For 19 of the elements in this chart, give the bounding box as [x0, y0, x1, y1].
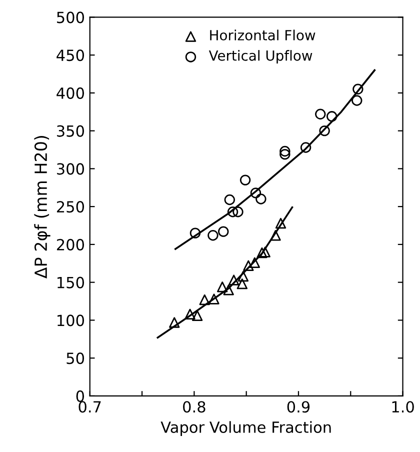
y-tick-label: 500	[57, 12, 84, 24]
y-tick-label: 100	[58, 314, 84, 326]
y-axis-title: ΔP 2φf (mm H20)	[34, 136, 50, 278]
y-tick-label: 350	[57, 125, 84, 137]
y-tick-label: 400	[56, 87, 84, 99]
y-tick-label: 0	[76, 390, 84, 402]
x-tick-label: 0.8	[183, 401, 206, 413]
legend-label: Vertical Upflow	[208, 50, 312, 64]
x-tick-label: 0.9	[287, 401, 310, 413]
y-tick-label: 200	[56, 238, 84, 250]
legend-label: Horizontal Flow	[210, 30, 316, 40]
y-tick-label: 50	[66, 352, 84, 364]
x-tick-label: 0.7	[78, 401, 101, 413]
x-tick-label: 1.0	[392, 401, 414, 413]
x-axis-title: Vapor Volume Fraction	[160, 421, 331, 436]
y-tick-label: 300	[57, 163, 84, 175]
y-tick-label: 450	[56, 50, 84, 62]
y-tick-label: 250	[56, 201, 84, 213]
y-tick-label: 150	[58, 276, 84, 288]
